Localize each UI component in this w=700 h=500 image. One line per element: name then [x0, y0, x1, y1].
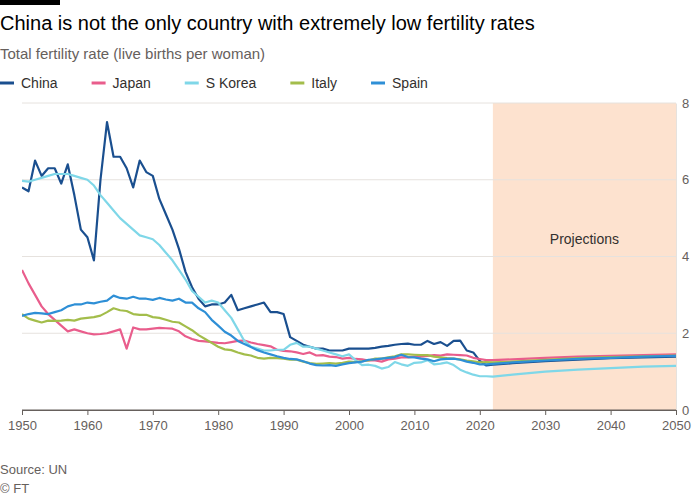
- legend-swatch: [92, 82, 106, 85]
- subtitle: Total fertility rate (live births per wo…: [0, 45, 265, 62]
- x-tick-label: 1950: [8, 418, 37, 433]
- series-line: [22, 308, 676, 364]
- title: China is not the only country with extre…: [0, 12, 535, 34]
- legend-label: Japan: [113, 75, 151, 91]
- y-tick-label: 2: [682, 326, 689, 341]
- x-tick-label: 2030: [531, 418, 560, 433]
- y-axis: 0 2 4 6 8: [676, 96, 689, 418]
- projection-label: Projections: [550, 231, 619, 247]
- lines: [22, 122, 676, 376]
- x-tick-mark: [22, 410, 23, 415]
- x-tick-label: 2020: [466, 418, 495, 433]
- x-tick-label: 1990: [270, 418, 299, 433]
- x-tick: 2020: [466, 410, 495, 433]
- x-tick-mark: [414, 410, 415, 415]
- series-line: [22, 270, 676, 362]
- x-tick-mark: [349, 410, 350, 415]
- x-tick: 1950: [8, 410, 37, 433]
- x-tick-label: 1980: [204, 418, 233, 433]
- legend-label: China: [21, 75, 58, 91]
- x-tick-mark: [676, 410, 677, 415]
- y-tick: 8: [676, 96, 689, 111]
- x-tick: 1990: [270, 410, 299, 433]
- series-line: [22, 122, 676, 365]
- grid: [22, 103, 676, 410]
- x-tick: 1980: [204, 410, 233, 433]
- x-tick-label: 2000: [335, 418, 364, 433]
- y-tick-label: 8: [682, 96, 689, 111]
- x-tick-label: 1960: [73, 418, 102, 433]
- top-bar: [0, 0, 60, 5]
- x-tick-label: 2040: [597, 418, 626, 433]
- legend-swatch: [371, 82, 385, 85]
- x-tick-mark: [153, 410, 154, 415]
- x-tick-label: 2050: [662, 418, 691, 433]
- x-tick: 1970: [139, 410, 168, 433]
- y-tick-label: 4: [682, 249, 689, 264]
- x-tick-label: 2010: [400, 418, 429, 433]
- legend-swatch: [185, 82, 199, 85]
- grid-line: [22, 256, 676, 257]
- x-tick: 2040: [597, 410, 626, 433]
- x-tick-mark: [480, 410, 481, 415]
- grid-line: [22, 333, 676, 334]
- x-tick-label: 1970: [139, 418, 168, 433]
- y-tick: 6: [676, 172, 689, 187]
- y-tick-label: 6: [682, 172, 689, 187]
- y-tick: 2: [676, 326, 689, 341]
- x-tick-mark: [87, 410, 88, 415]
- series-line: [22, 296, 676, 366]
- grid-line: [22, 179, 676, 180]
- legend-swatch: [0, 82, 14, 85]
- y-axis-line: [676, 104, 677, 411]
- x-tick-mark: [611, 410, 612, 415]
- legend-swatch: [290, 82, 304, 85]
- chart-svg: China is not the only country with extre…: [0, 0, 700, 500]
- x-tick: 2000: [335, 410, 364, 433]
- legend-label: Italy: [311, 75, 337, 91]
- legend: China Japan S Korea Italy Spain: [0, 75, 428, 91]
- x-tick-mark: [218, 410, 219, 415]
- y-tick: 4: [676, 249, 689, 264]
- x-tick: 2030: [531, 410, 560, 433]
- grid-line: [22, 103, 676, 104]
- x-tick: 2010: [400, 410, 429, 433]
- series-line: [22, 174, 676, 377]
- x-tick-mark: [545, 410, 546, 415]
- x-tick: 2050: [662, 410, 691, 433]
- legend-label: Spain: [392, 75, 428, 91]
- legend-label: S Korea: [206, 75, 257, 91]
- y-tick: 0: [676, 403, 689, 418]
- y-tick-label: 0: [682, 403, 689, 418]
- x-tick: 1960: [73, 410, 102, 433]
- background: [0, 0, 700, 500]
- source: Source: UN: [0, 462, 67, 477]
- x-axis: 1950 1960 1970 1980 1990 2000 2010 2020 2030 2040…: [8, 410, 691, 433]
- chart-container: China is not the only country with extre…: [0, 0, 700, 500]
- credit: © FT: [0, 481, 29, 496]
- x-tick-mark: [284, 410, 285, 415]
